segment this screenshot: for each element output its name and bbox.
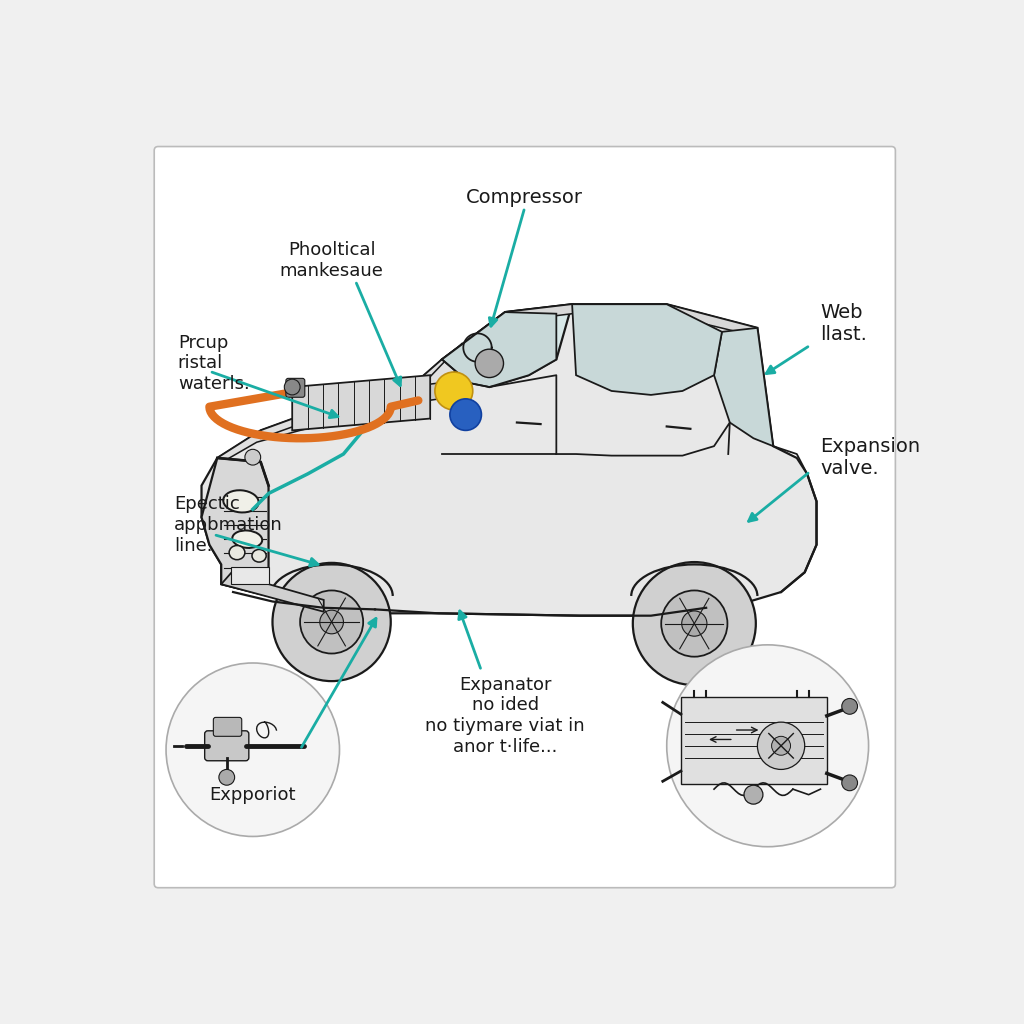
Circle shape <box>166 663 340 837</box>
Circle shape <box>842 775 857 791</box>
Circle shape <box>219 769 234 785</box>
Text: Expporiot: Expporiot <box>210 785 296 804</box>
Circle shape <box>772 736 791 756</box>
FancyBboxPatch shape <box>205 731 249 761</box>
Ellipse shape <box>232 530 262 548</box>
Ellipse shape <box>252 550 266 562</box>
Circle shape <box>682 611 707 636</box>
Circle shape <box>662 591 727 656</box>
Polygon shape <box>421 383 439 400</box>
Ellipse shape <box>223 490 259 512</box>
Text: Phooltical
mankesaue: Phooltical mankesaue <box>280 242 384 281</box>
Text: Web
llast.: Web llast. <box>820 303 867 344</box>
Circle shape <box>475 349 504 378</box>
Ellipse shape <box>435 372 473 410</box>
Polygon shape <box>292 375 430 430</box>
Text: Expanator
no ided
no tiymare viat in
anor t·life...: Expanator no ided no tiymare viat in ano… <box>425 676 585 756</box>
Polygon shape <box>572 304 722 395</box>
Circle shape <box>300 591 364 653</box>
Polygon shape <box>442 304 572 387</box>
Circle shape <box>245 450 261 465</box>
FancyBboxPatch shape <box>155 146 895 888</box>
Circle shape <box>319 610 343 634</box>
Polygon shape <box>216 312 505 466</box>
Text: Prcup
ristal
waterls.: Prcup ristal waterls. <box>178 334 250 393</box>
Polygon shape <box>714 328 773 446</box>
Circle shape <box>667 645 868 847</box>
Circle shape <box>758 722 805 769</box>
Text: Epectic
appbmation
line.: Epectic appbmation line. <box>174 496 283 555</box>
Text: Compressor: Compressor <box>466 188 584 207</box>
Ellipse shape <box>229 546 245 560</box>
FancyBboxPatch shape <box>681 697 826 783</box>
Circle shape <box>744 785 763 804</box>
FancyBboxPatch shape <box>286 378 305 397</box>
Polygon shape <box>505 304 758 336</box>
Text: Expansion
valve.: Expansion valve. <box>820 437 921 478</box>
Circle shape <box>633 562 756 685</box>
Polygon shape <box>442 312 556 387</box>
FancyBboxPatch shape <box>231 567 269 584</box>
Circle shape <box>842 698 857 715</box>
FancyBboxPatch shape <box>213 718 242 736</box>
Polygon shape <box>202 304 816 615</box>
Polygon shape <box>221 570 324 611</box>
Circle shape <box>285 379 300 395</box>
Polygon shape <box>202 458 268 596</box>
Circle shape <box>272 563 391 681</box>
Ellipse shape <box>450 399 481 430</box>
